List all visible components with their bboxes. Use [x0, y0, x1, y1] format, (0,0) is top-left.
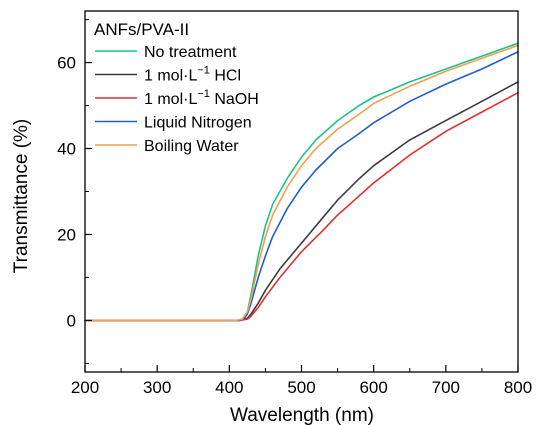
series-layer — [84, 42, 519, 322]
legend-label: No treatment — [144, 44, 237, 61]
x-tick-label: 300 — [143, 378, 171, 397]
x-tick-label: 600 — [359, 378, 387, 397]
x-tick-label: 500 — [287, 378, 315, 397]
legend-label: 1 mol·L−1 HCl — [144, 65, 241, 85]
y-axis-title: Transmittance (%) — [11, 119, 32, 274]
axes-layer: 200 300 400 500 600 700 800 0 20 40 60 — [57, 10, 532, 397]
series-line-5 — [84, 44, 519, 322]
series-line-4 — [84, 50, 519, 322]
legend: No treatment 1 mol·L−1 HCl 1 mol·L−1 NaOH L… — [95, 44, 259, 155]
x-tick-label: 200 — [71, 378, 99, 397]
x-tick-label: 700 — [432, 378, 460, 397]
legend-label: Boiling Water — [144, 138, 239, 155]
series-line-3 — [84, 91, 519, 322]
x-tick-label: 800 — [504, 378, 532, 397]
legend-label: Liquid Nitrogen — [144, 115, 252, 132]
series-line-2 — [84, 81, 519, 322]
legend-label: 1 mol·L−1 NaOH — [144, 88, 259, 108]
y-tick-label: 20 — [57, 225, 76, 244]
y-tick-label: 40 — [57, 140, 76, 159]
x-axis-title: Wavelength (nm) — [230, 405, 374, 425]
legend-title: ANFs/PVA-II — [94, 20, 189, 39]
y-tick-label: 60 — [57, 54, 76, 73]
x-tick-label: 400 — [215, 378, 243, 397]
y-tick-label: 0 — [67, 311, 76, 330]
